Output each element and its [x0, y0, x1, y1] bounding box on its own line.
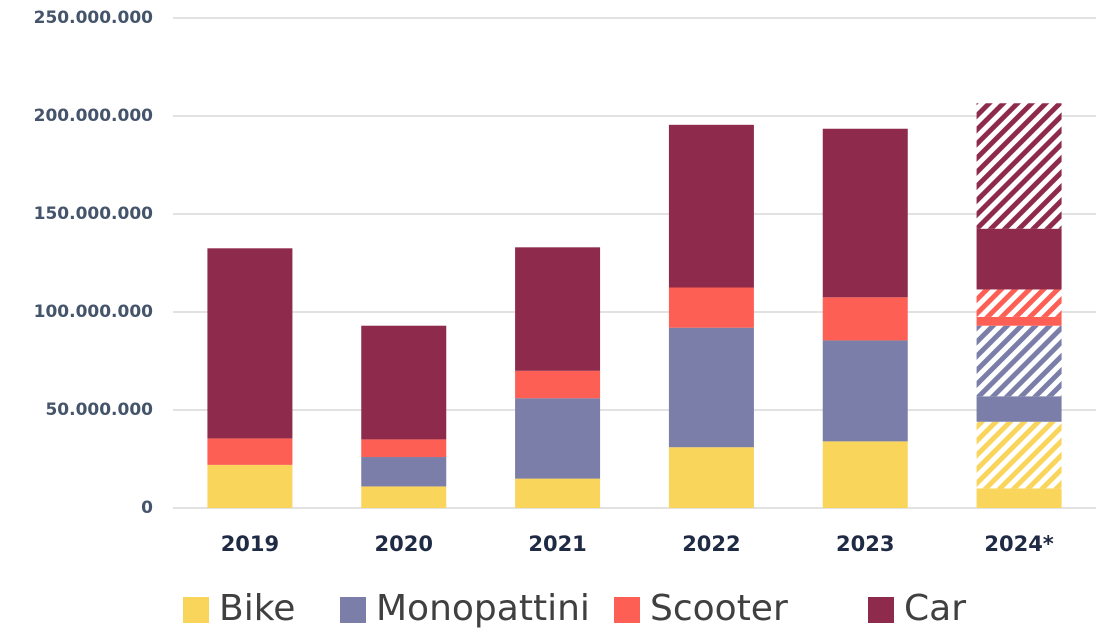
bar-segment	[822, 297, 908, 341]
legend-swatch	[183, 597, 209, 623]
y-tick-label: 50.000.000	[45, 400, 153, 420]
y-tick-label: 0	[141, 498, 153, 518]
projected-segment	[976, 289, 1062, 317]
bar-segment	[207, 248, 293, 439]
legend-swatch	[868, 597, 894, 623]
legend-swatch	[340, 597, 366, 623]
legend-label: Car	[904, 588, 966, 629]
bar-segment	[515, 478, 601, 508]
y-tick-label: 250.000.000	[34, 8, 154, 28]
y-tick-label: 100.000.000	[34, 302, 154, 322]
bar-segment	[668, 124, 754, 288]
bar-segment	[668, 327, 754, 448]
legend-label: Bike	[219, 588, 295, 629]
bar-segment	[361, 325, 447, 440]
bar-segment	[361, 486, 447, 508]
x-tick-label: 2021	[528, 532, 586, 556]
projected-segment	[976, 103, 1062, 229]
bar-segment	[207, 464, 293, 508]
bar-segment	[207, 438, 293, 465]
legend-swatch	[614, 597, 640, 623]
projected-segment	[976, 421, 1062, 489]
bar-segment	[515, 247, 601, 371]
x-tick-label: 2022	[682, 532, 740, 556]
x-tick-label: 2024*	[984, 532, 1053, 556]
x-tick-label: 2019	[221, 532, 279, 556]
bar-segment	[822, 441, 908, 508]
bar-segment	[976, 488, 1062, 508]
bar-segment	[976, 396, 1062, 422]
x-tick-label: 2023	[836, 532, 894, 556]
bar-segment	[668, 287, 754, 328]
bar-segment	[361, 439, 447, 458]
bar-segment	[822, 340, 908, 442]
bar-segment	[976, 228, 1062, 290]
bar-segment	[976, 316, 1062, 326]
y-tick-label: 200.000.000	[34, 106, 154, 126]
x-tick-label: 2020	[375, 532, 433, 556]
bar-segment	[361, 457, 447, 487]
bar-segment	[668, 447, 754, 508]
bar-segment	[515, 370, 601, 399]
y-tick-label: 150.000.000	[34, 204, 154, 224]
bar-segment	[515, 398, 601, 479]
projected-segment	[976, 325, 1062, 397]
legend-label: Scooter	[650, 588, 788, 629]
legend-label: Monopattini	[376, 588, 590, 629]
bar-segment	[822, 128, 908, 298]
